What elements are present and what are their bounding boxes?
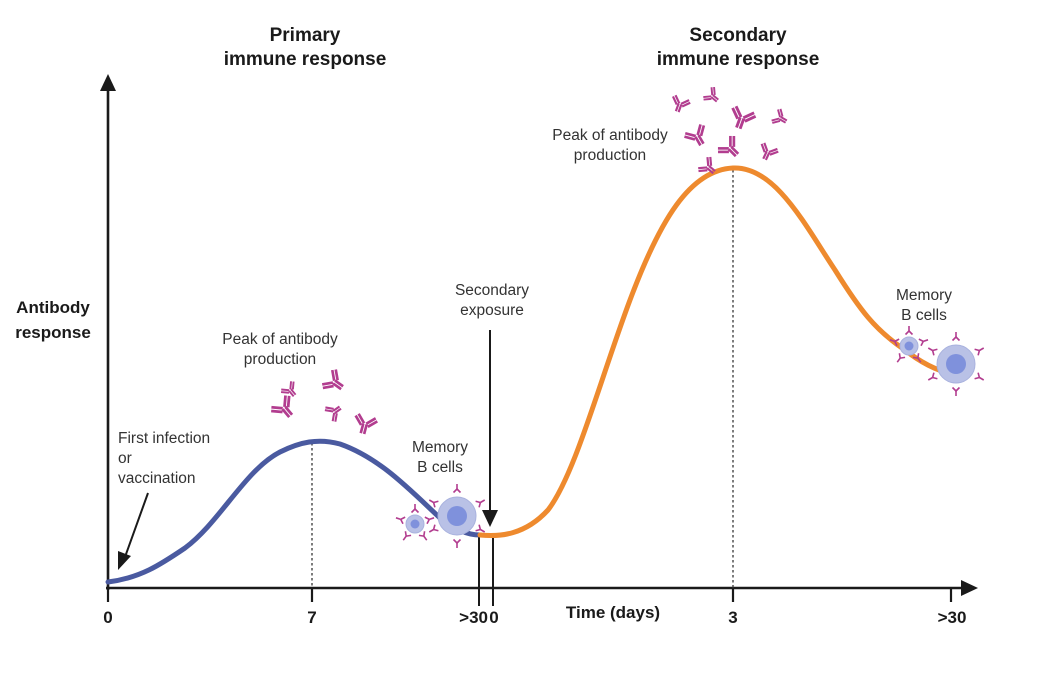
antibody-icon: [667, 93, 693, 116]
annotation-line: exposure: [460, 302, 524, 320]
surface-antibody-icon: [973, 371, 987, 384]
primary-memory-b-cells-label: Memory B cells: [398, 438, 482, 478]
surface-antibody-icon: [452, 483, 462, 494]
x-tick-label: 3: [728, 608, 738, 627]
antibody-icon: [725, 103, 759, 134]
annotation-line: vaccination: [118, 470, 196, 488]
annotation-line: production: [243, 351, 317, 369]
surface-antibody-icon: [904, 325, 914, 336]
secondary-exposure-arrowhead-icon: [482, 510, 498, 527]
secondary-memory-b-cells-label: Memory B cells: [882, 286, 966, 326]
secondary-response-curve: [477, 165, 955, 539]
x-tick-label: 0: [103, 608, 113, 627]
antibody-icon: [350, 411, 380, 438]
antibody-icon: [681, 121, 713, 152]
primary-peak-label: Peak of antibody production: [205, 330, 355, 370]
secondary-memory-b-cells: [888, 325, 987, 397]
surface-antibody-icon: [410, 503, 420, 514]
surface-antibody-icon: [474, 496, 488, 509]
annotation-line: First infection: [118, 430, 211, 447]
annotation-line: B cells: [417, 459, 463, 477]
x-tick-label: >30: [459, 608, 488, 627]
secondary-peak-label: Peak of antibody production: [535, 126, 685, 166]
y-axis-label-line: response: [15, 322, 91, 342]
antibody-icon: [319, 366, 350, 399]
surface-antibody-icon: [925, 371, 939, 384]
annotation-line: Peak of antibody: [222, 331, 338, 348]
title-line: immune response: [223, 48, 387, 70]
large-memory-b-cell-icon: [426, 483, 488, 549]
surface-antibody-icon: [973, 344, 987, 357]
x-axis-arrowhead-icon: [961, 580, 978, 596]
surface-antibody-icon: [893, 352, 906, 366]
annotation-line: Memory: [896, 287, 952, 304]
surface-antibody-icon: [418, 530, 431, 544]
antibody-icon: [769, 106, 792, 130]
secondary-antibody-cluster: [667, 84, 792, 181]
antibody-icon: [714, 132, 747, 165]
y-axis-label-line: Antibody: [16, 298, 90, 317]
primary-antibody-cluster: [268, 366, 380, 438]
small-memory-b-cell-icon: [394, 503, 436, 544]
y-axis-label: Antibody response: [6, 296, 100, 345]
x-tick-label: 0: [489, 608, 499, 627]
surface-antibody-icon: [951, 386, 961, 397]
antibody-icon: [322, 399, 347, 424]
surface-antibody-icon: [424, 513, 436, 525]
small-memory-b-cell-icon: [888, 325, 930, 366]
title-line: Secondary: [689, 25, 787, 46]
title-line: Primary: [269, 25, 341, 46]
x-axis-label: Time (days): [565, 603, 661, 622]
primary-memory-b-cells: [394, 483, 488, 549]
surface-antibody-icon: [918, 335, 930, 347]
first-infection-arrow: [124, 492, 149, 558]
secondary-response-title: Secondary immune response: [640, 24, 836, 72]
title-line: immune response: [656, 48, 820, 70]
annotation-line: or: [118, 450, 132, 468]
annotation-line: Memory: [412, 439, 468, 456]
antibody-icon: [278, 379, 302, 402]
x-tick-label: 7: [307, 608, 317, 627]
y-axis-arrowhead-icon: [100, 74, 116, 91]
antibody-icon: [701, 84, 724, 108]
first-infection-label: First infection or vaccination: [118, 429, 210, 489]
secondary-exposure-label: Secondary exposure: [440, 281, 544, 321]
surface-antibody-icon: [426, 523, 440, 536]
surface-antibody-icon: [399, 530, 412, 544]
annotation-line: B cells: [901, 307, 947, 325]
surface-antibody-icon: [394, 513, 406, 525]
annotation-line: Peak of antibody: [552, 127, 668, 144]
annotation-line: Secondary: [454, 282, 530, 299]
large-memory-b-cell-icon: [925, 331, 987, 397]
surface-antibody-icon: [951, 331, 961, 342]
antibody-icon: [755, 140, 781, 165]
first-infection-arrowhead-icon: [118, 551, 131, 570]
antibody-icon: [268, 392, 302, 425]
surface-antibody-icon: [925, 344, 939, 357]
axes: [100, 74, 978, 606]
surface-antibody-icon: [452, 538, 462, 549]
primary-response-title: Primary immune response: [210, 24, 400, 72]
annotation-line: production: [573, 147, 647, 165]
x-tick-label: >30: [937, 608, 967, 627]
